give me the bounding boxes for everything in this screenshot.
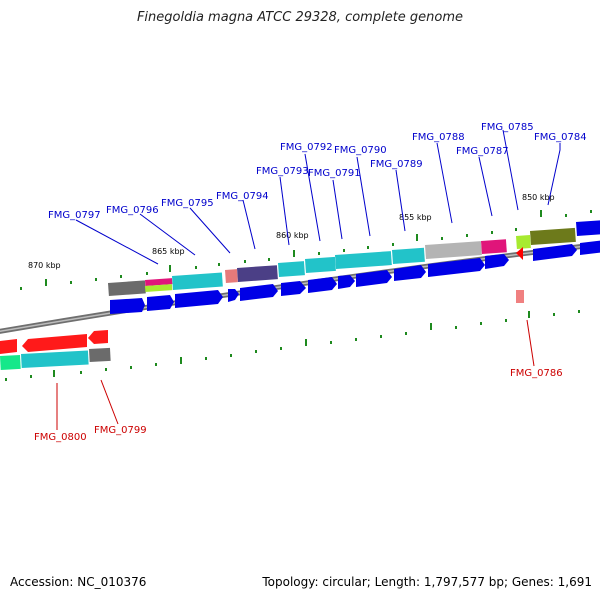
gene-label[interactable]: FMG_0800 [34, 432, 87, 443]
cds-arrow [281, 281, 306, 296]
feature-block [305, 256, 336, 273]
cds-arrow [147, 295, 174, 311]
gene-label[interactable]: FMG_0793 [256, 166, 309, 177]
cds-arrow [175, 290, 223, 308]
feature-block [0, 354, 21, 370]
feature-block [516, 290, 524, 303]
accession-text: Accession: NC_010376 [10, 575, 147, 589]
kbp-label: 870 kbp [28, 261, 61, 270]
cds-arrow [22, 334, 87, 352]
forward-feature-track [108, 219, 600, 296]
gene-label[interactable]: FMG_0795 [161, 198, 214, 209]
cds-arrow [356, 270, 392, 287]
feature-block [576, 219, 600, 236]
cds-arrow [516, 247, 523, 260]
feature-block [530, 227, 576, 245]
cds-arrow [0, 339, 17, 354]
gene-label[interactable]: FMG_0785 [481, 122, 534, 133]
gene-label[interactable]: FMG_0786 [510, 368, 563, 379]
feature-block [278, 261, 305, 277]
gene-label[interactable]: FMG_0792 [280, 142, 333, 153]
cds-arrow [428, 258, 485, 277]
feature-block [145, 284, 173, 292]
cds-arrow [338, 275, 355, 289]
reverse-feature-track [0, 247, 524, 370]
kbp-markers: 870 kbp 865 kbp 860 kbp 855 kbp 850 kbp [28, 193, 555, 270]
kbp-label: 865 kbp [152, 247, 185, 256]
kbp-label: 850 kbp [522, 193, 555, 202]
gene-label[interactable]: FMG_0791 [308, 168, 361, 179]
tick-marks [5, 210, 592, 381]
gene-label[interactable]: FMG_0794 [216, 191, 269, 202]
feature-block [237, 265, 278, 282]
gene-label[interactable]: FMG_0796 [106, 205, 159, 216]
cds-arrow [394, 265, 426, 281]
feature-block [145, 278, 173, 286]
feature-block [225, 269, 238, 283]
feature-block [89, 347, 111, 362]
kbp-label: 855 kbp [399, 213, 432, 222]
feature-block [108, 280, 146, 296]
cds-arrow [110, 298, 145, 314]
gene-label[interactable]: FMG_0789 [370, 159, 423, 170]
cds-arrow [485, 254, 509, 269]
gene-label[interactable]: FMG_0790 [334, 145, 387, 156]
gene-label[interactable]: FMG_0784 [534, 132, 587, 143]
gene-label[interactable]: FMG_0787 [456, 146, 509, 157]
feature-block [516, 235, 531, 249]
genome-summary-text: Topology: circular; Length: 1,797,577 bp… [262, 575, 592, 589]
cds-arrow [240, 284, 278, 301]
feature-block [21, 350, 89, 368]
kbp-label: 860 kbp [276, 231, 309, 240]
feature-block [335, 251, 392, 269]
gene-label[interactable]: FMG_0797 [48, 210, 101, 221]
cds-arrow [580, 240, 600, 255]
feature-block [480, 239, 507, 254]
reverse-gene-labels[interactable]: FMG_0800 FMG_0799 FMG_0786 [34, 319, 563, 443]
gene-label[interactable]: FMG_0788 [412, 132, 465, 143]
cds-arrow [228, 289, 239, 302]
cds-arrow [88, 330, 108, 344]
feature-block [392, 247, 425, 264]
feature-block [424, 241, 482, 259]
gene-label[interactable]: FMG_0799 [94, 425, 147, 436]
feature-block [172, 272, 223, 290]
cds-arrow [533, 244, 577, 261]
forward-gene-labels[interactable]: FMG_0797 FMG_0796 FMG_0795 FMG_0794 FMG_… [48, 122, 587, 265]
map-title: Finegoldia magna ATCC 29328, complete ge… [136, 10, 464, 25]
forward-cds-track [110, 240, 600, 314]
cds-arrow [308, 277, 337, 293]
